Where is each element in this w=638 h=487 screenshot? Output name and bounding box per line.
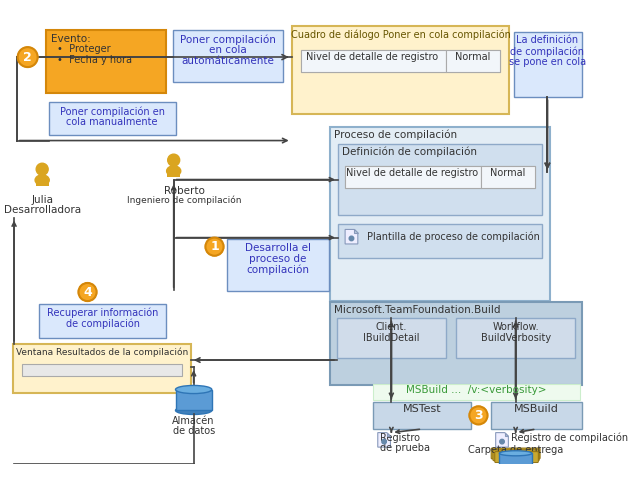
Text: cola manualmente: cola manualmente bbox=[66, 117, 158, 127]
Bar bbox=[330, 127, 550, 301]
Bar bbox=[173, 30, 283, 82]
Polygon shape bbox=[354, 229, 358, 233]
Text: de compilación: de compilación bbox=[510, 46, 584, 56]
Text: Poner compilación: Poner compilación bbox=[180, 35, 276, 45]
Text: automáticamente: automáticamente bbox=[182, 56, 274, 66]
Text: Cuadro de diálogo Poner en cola compilación: Cuadro de diálogo Poner en cola compilac… bbox=[290, 30, 510, 40]
Bar bbox=[446, 50, 500, 72]
Ellipse shape bbox=[167, 166, 181, 176]
Circle shape bbox=[78, 283, 96, 301]
Text: de prueba: de prueba bbox=[380, 444, 429, 453]
Text: Plantilla de proceso de compilación: Plantilla de proceso de compilación bbox=[367, 231, 540, 242]
Text: Poner compilación en: Poner compilación en bbox=[59, 106, 165, 116]
Bar bbox=[13, 344, 191, 393]
FancyBboxPatch shape bbox=[493, 450, 539, 461]
Bar bbox=[337, 318, 446, 358]
Bar bbox=[227, 239, 329, 291]
Bar bbox=[36, 180, 48, 186]
Text: Recuperar información: Recuperar información bbox=[47, 307, 159, 318]
Text: •  Fecha y hora: • Fecha y hora bbox=[57, 56, 131, 65]
Polygon shape bbox=[496, 432, 508, 447]
Bar bbox=[481, 166, 535, 187]
Bar bbox=[456, 318, 575, 358]
Polygon shape bbox=[387, 432, 390, 436]
Text: Registro de compilación: Registro de compilación bbox=[511, 432, 628, 443]
Circle shape bbox=[470, 406, 487, 425]
Text: Desarrolladora: Desarrolladora bbox=[4, 205, 81, 215]
Bar bbox=[373, 402, 471, 429]
FancyBboxPatch shape bbox=[495, 451, 538, 463]
Bar bbox=[345, 166, 535, 187]
Text: •  Proteger: • Proteger bbox=[57, 44, 110, 55]
Text: en cola: en cola bbox=[209, 45, 247, 56]
Text: Ventana Resultados de la compilación: Ventana Resultados de la compilación bbox=[16, 347, 188, 357]
Ellipse shape bbox=[175, 406, 212, 414]
Text: Registro: Registro bbox=[380, 432, 420, 443]
Bar bbox=[330, 302, 582, 385]
Text: Roberto: Roberto bbox=[164, 186, 205, 196]
Text: La definición: La definición bbox=[516, 36, 579, 45]
Circle shape bbox=[205, 238, 223, 256]
Text: Carpeta de entrega: Carpeta de entrega bbox=[468, 445, 563, 455]
Text: compilación: compilación bbox=[246, 265, 309, 275]
Text: 4: 4 bbox=[83, 285, 92, 299]
Ellipse shape bbox=[35, 175, 49, 185]
Text: Desarrolla el: Desarrolla el bbox=[245, 243, 311, 253]
Text: Definición de compilación: Definición de compilación bbox=[343, 147, 477, 157]
Ellipse shape bbox=[500, 451, 532, 456]
Text: Normal: Normal bbox=[456, 52, 491, 62]
Bar bbox=[338, 224, 542, 259]
Bar bbox=[300, 50, 500, 72]
Text: de datos: de datos bbox=[172, 426, 215, 436]
Text: MSTest: MSTest bbox=[403, 404, 441, 413]
Polygon shape bbox=[505, 432, 508, 436]
Circle shape bbox=[500, 439, 504, 444]
Text: Almacén: Almacén bbox=[172, 416, 215, 426]
Bar bbox=[167, 171, 180, 177]
Text: Normal: Normal bbox=[490, 168, 525, 178]
Bar bbox=[40, 304, 167, 338]
Text: Proceso de compilación: Proceso de compilación bbox=[334, 130, 457, 140]
Text: MSBuild ...  /v:<verbosity>: MSBuild ... /v:<verbosity> bbox=[406, 385, 547, 395]
Bar bbox=[345, 166, 481, 187]
Bar bbox=[373, 384, 580, 400]
Bar bbox=[48, 102, 175, 135]
Bar bbox=[491, 402, 582, 429]
Text: Evento:: Evento: bbox=[51, 34, 91, 43]
Text: 1: 1 bbox=[210, 240, 219, 253]
Text: Microsoft.TeamFoundation.Build: Microsoft.TeamFoundation.Build bbox=[334, 305, 501, 315]
Text: Workflow.: Workflow. bbox=[493, 322, 539, 332]
Text: 2: 2 bbox=[23, 51, 32, 64]
Bar bbox=[175, 390, 212, 411]
Text: Nivel de detalle de registro: Nivel de detalle de registro bbox=[346, 168, 478, 178]
Circle shape bbox=[36, 163, 48, 175]
Bar bbox=[292, 26, 509, 114]
Circle shape bbox=[168, 154, 180, 166]
Text: Ingeniero de compilación: Ingeniero de compilación bbox=[128, 196, 242, 206]
Text: proceso de: proceso de bbox=[249, 254, 307, 264]
Text: 3: 3 bbox=[474, 409, 483, 422]
Text: Nivel de detalle de registro: Nivel de detalle de registro bbox=[306, 52, 438, 62]
Bar bbox=[514, 32, 582, 97]
Text: Client.: Client. bbox=[376, 322, 407, 332]
Circle shape bbox=[18, 47, 38, 67]
Text: MSBuild: MSBuild bbox=[514, 404, 559, 413]
Polygon shape bbox=[345, 229, 358, 244]
Text: de compilación: de compilación bbox=[66, 318, 140, 329]
FancyBboxPatch shape bbox=[491, 448, 540, 459]
Bar bbox=[300, 50, 446, 72]
Text: Julia: Julia bbox=[31, 195, 53, 205]
Bar bbox=[46, 30, 167, 94]
Bar bbox=[500, 453, 532, 467]
Bar bbox=[338, 144, 542, 215]
Text: IBuildDetail: IBuildDetail bbox=[363, 333, 420, 343]
Bar bbox=[22, 364, 182, 376]
Circle shape bbox=[349, 236, 353, 241]
Ellipse shape bbox=[500, 464, 532, 469]
Polygon shape bbox=[378, 432, 390, 447]
Ellipse shape bbox=[175, 385, 212, 393]
Text: BuildVerbosity: BuildVerbosity bbox=[480, 333, 551, 343]
Text: se pone en cola: se pone en cola bbox=[509, 57, 586, 67]
Circle shape bbox=[382, 439, 387, 444]
